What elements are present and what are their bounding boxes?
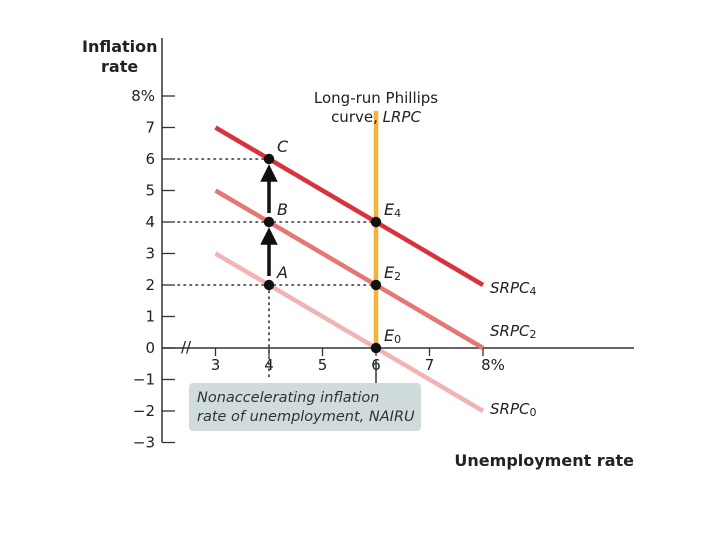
point-c: [263, 153, 275, 165]
point-a: [263, 279, 275, 291]
point-label-e0: E0: [384, 326, 401, 346]
nairu-box: [189, 383, 421, 431]
point-e4: [370, 216, 382, 228]
y-tick-label: 4: [145, 213, 155, 231]
x-tick-label: 7: [425, 356, 435, 374]
point-label-c: C: [277, 137, 289, 156]
y-tick-label: 8%: [131, 87, 155, 105]
y-tick-label: 0: [145, 339, 155, 357]
series-label-srpc2: SRPC2: [490, 322, 536, 341]
axis-break-mark: //: [181, 338, 192, 356]
y-axis-title-line2: rate: [101, 57, 138, 76]
series-label-srpc0-main: SRPC: [490, 400, 530, 418]
y-tick-label: 1: [145, 308, 155, 326]
series-line-srpc4: [214, 125, 485, 287]
y-axis-title-line1: Inflation: [82, 37, 158, 56]
series-label-srpc4-main: SRPC: [490, 279, 530, 297]
point-label-e0-main: E: [384, 326, 395, 345]
point-label-e0-sub: 0: [394, 333, 401, 346]
series-label-srpc0: SRPC0: [490, 400, 536, 419]
series-label-srpc4-sub: 4: [529, 285, 536, 298]
series-label-srpc4: SRPC4: [490, 279, 536, 298]
point-label-e2-sub: 2: [394, 270, 401, 283]
point-label-e2: E2: [384, 263, 401, 283]
series-line-srpc0: [214, 251, 485, 413]
series-label-srpc2-sub: 2: [529, 328, 536, 341]
y-tick-label: −3: [133, 434, 155, 452]
nairu-text-line1: Nonaccelerating inflation: [197, 390, 379, 406]
point-e2: [370, 279, 382, 291]
point-label-a-main: A: [276, 263, 288, 282]
series-line-srpc2: [214, 188, 485, 350]
point-label-e4: E4: [384, 200, 401, 220]
x-axis-title: Unemployment rate: [454, 451, 634, 470]
lrpc-label-prefix: curve,: [331, 108, 383, 126]
x-tick-label: 5: [318, 356, 328, 374]
y-tick-label: −1: [133, 371, 155, 389]
point-label-e2-main: E: [384, 263, 395, 282]
y-tick-label: 5: [145, 182, 155, 200]
point-b: [263, 216, 275, 228]
nairu-text-line2: rate of unemployment, NAIRU: [197, 409, 415, 425]
point-label-e4-main: E: [384, 200, 395, 219]
point-label-e4-sub: 4: [394, 207, 401, 220]
point-label-c-main: C: [277, 137, 289, 156]
x-tick-label: 8%: [481, 356, 505, 374]
point-label-b-main: B: [277, 200, 288, 219]
point-label-a: A: [276, 263, 288, 282]
series-label-srpc2-main: SRPC: [490, 322, 530, 340]
y-tick-label: 3: [145, 245, 155, 263]
lrpc-label-italic: LRPC: [383, 108, 422, 126]
point-e0: [370, 342, 382, 354]
y-tick-label: −2: [133, 402, 155, 420]
y-tick-label: 7: [145, 119, 155, 137]
x-tick-label: 3: [211, 356, 221, 374]
lrpc-label-line2: curve, LRPC: [331, 108, 421, 126]
y-tick-label: 6: [145, 150, 155, 168]
point-label-b: B: [277, 200, 288, 219]
lrpc-label-line1: Long-run Phillips: [314, 89, 438, 107]
series-label-srpc0-sub: 0: [529, 406, 536, 419]
y-tick-label: 2: [145, 276, 155, 294]
